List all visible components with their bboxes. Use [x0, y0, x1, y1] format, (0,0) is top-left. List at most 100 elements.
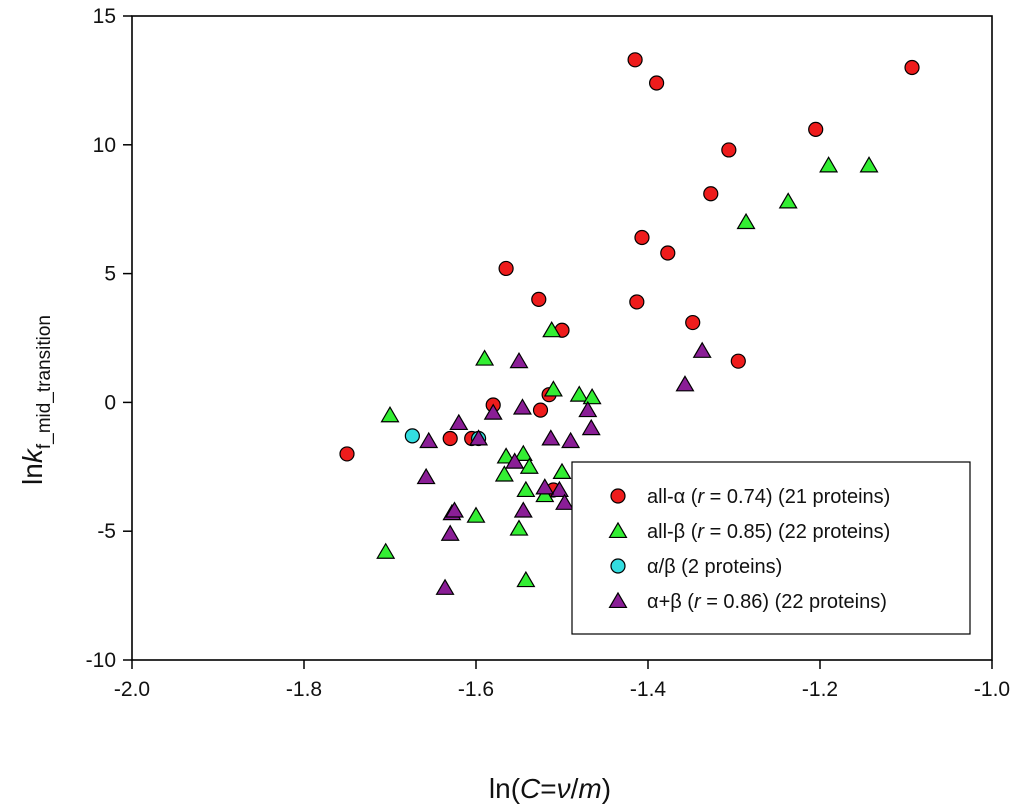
plot-area [131, 15, 993, 661]
x-tick-label: -1.8 [286, 678, 322, 701]
data-point [483, 403, 503, 420]
legend-marker [608, 521, 628, 539]
data-point [380, 406, 400, 423]
legend-label-part: all-α ( [647, 486, 698, 508]
data-point [519, 457, 539, 474]
y-tick-label: -5 [97, 520, 116, 543]
data-point [509, 519, 529, 536]
x-axis-title-part: C [520, 773, 541, 804]
data-point [581, 418, 601, 436]
series-0 [339, 52, 920, 498]
data-point [435, 578, 455, 595]
data-point [578, 400, 598, 418]
legend-entry: all-β (r = 0.85) (22 proteins) [608, 521, 890, 543]
legend-marker [610, 488, 626, 504]
data-point [703, 186, 719, 202]
legend-label: α+β (r = 0.86) (22 proteins) [647, 591, 887, 613]
data-point [535, 478, 555, 495]
series-3 [416, 341, 712, 595]
legend-marker [608, 591, 628, 609]
data-point [416, 467, 436, 485]
data-point [629, 294, 645, 310]
legend-label-part: (2 proteins) [676, 556, 783, 578]
data-point [721, 142, 737, 158]
x-axis-title-part: ) [602, 773, 611, 804]
x-tick-label: -1.4 [630, 678, 667, 701]
legend-label-part: α+β ( [647, 591, 694, 613]
x-axis-title-part: / [571, 773, 579, 804]
data-point [516, 480, 536, 498]
data-point [532, 402, 549, 418]
data-point [541, 429, 561, 446]
y-tick-label: 0 [104, 391, 116, 414]
data-point [509, 351, 529, 369]
x-tick-label: -1.2 [802, 678, 838, 701]
legend-entry: α/β (2 proteins) [610, 556, 782, 578]
y-axis-title: lnkf_mid_transition [17, 315, 55, 485]
series-1 [376, 156, 879, 588]
y-axis-title-subscript: f_mid_transition [34, 315, 55, 449]
y-tick-label: -10 [86, 649, 116, 672]
legend-label-part: = 0.85) (22 proteins) [704, 521, 890, 543]
data-point [339, 446, 355, 462]
x-axis-title-part: ln( [489, 773, 521, 804]
legend-marker [610, 558, 626, 574]
x-tick-label: -1.6 [458, 678, 494, 701]
x-tick-label: -2.0 [114, 678, 150, 701]
legend-box [571, 461, 971, 635]
data-point [692, 341, 712, 358]
legend-entry: all-α (r = 0.74) (21 proteins) [610, 486, 890, 508]
data-point [543, 380, 563, 397]
data-point [475, 349, 495, 366]
data-point [505, 452, 525, 469]
data-point [542, 321, 562, 338]
x-axis-title: ln(C=ν/m) [489, 773, 611, 804]
data-point [736, 212, 756, 230]
data-point [808, 121, 824, 137]
data-point [660, 245, 676, 261]
data-point [494, 465, 514, 482]
data-point [634, 229, 650, 246]
legend: all-α (r = 0.74) (21 proteins)all-β (r =… [571, 461, 971, 635]
y-axis-ticks: -10 -5 0 5 10 15 [86, 5, 132, 672]
data-point [819, 156, 839, 173]
x-tick-label: -1.0 [974, 678, 1010, 701]
data-point [778, 192, 798, 209]
data-point [730, 353, 746, 369]
data-point [552, 462, 572, 479]
legend-label-part: r [697, 486, 705, 508]
data-point [496, 447, 516, 464]
x-axis-ticks: -2.0 -1.8 -1.6 -1.4 -1.2 -1.0 [114, 660, 1010, 701]
legend-label-part: = 0.86) (22 proteins) [701, 591, 887, 613]
x-axis-title-part: = [540, 773, 556, 804]
data-point [648, 75, 665, 91]
data-point [675, 375, 695, 392]
data-point [904, 59, 920, 76]
data-point [513, 501, 533, 518]
data-point [516, 570, 536, 588]
legend-entry: α+β (r = 0.86) (22 proteins) [608, 591, 887, 613]
x-axis-title-part: m [578, 773, 601, 804]
legend-label: α/β (2 proteins) [647, 556, 782, 578]
data-point [549, 480, 569, 498]
data-point [466, 506, 486, 523]
data-points [339, 52, 920, 595]
legend-label-part: = 0.74) (21 proteins) [704, 486, 890, 508]
legend-label-part: r [694, 591, 702, 613]
data-point [569, 385, 589, 402]
y-axis-title-part: ln [17, 463, 48, 485]
data-point [685, 314, 701, 331]
plot-border [131, 15, 993, 661]
y-tick-label: 15 [93, 5, 116, 28]
data-point [419, 431, 439, 449]
data-point [404, 428, 420, 444]
data-point [582, 388, 602, 405]
data-point [627, 52, 643, 68]
legend-label-part: all-β ( [647, 521, 698, 543]
legend-label: all-α (r = 0.74) (21 proteins) [647, 486, 890, 508]
data-point [442, 430, 458, 447]
data-point [512, 398, 532, 415]
data-point [445, 501, 464, 518]
data-point [859, 156, 879, 173]
